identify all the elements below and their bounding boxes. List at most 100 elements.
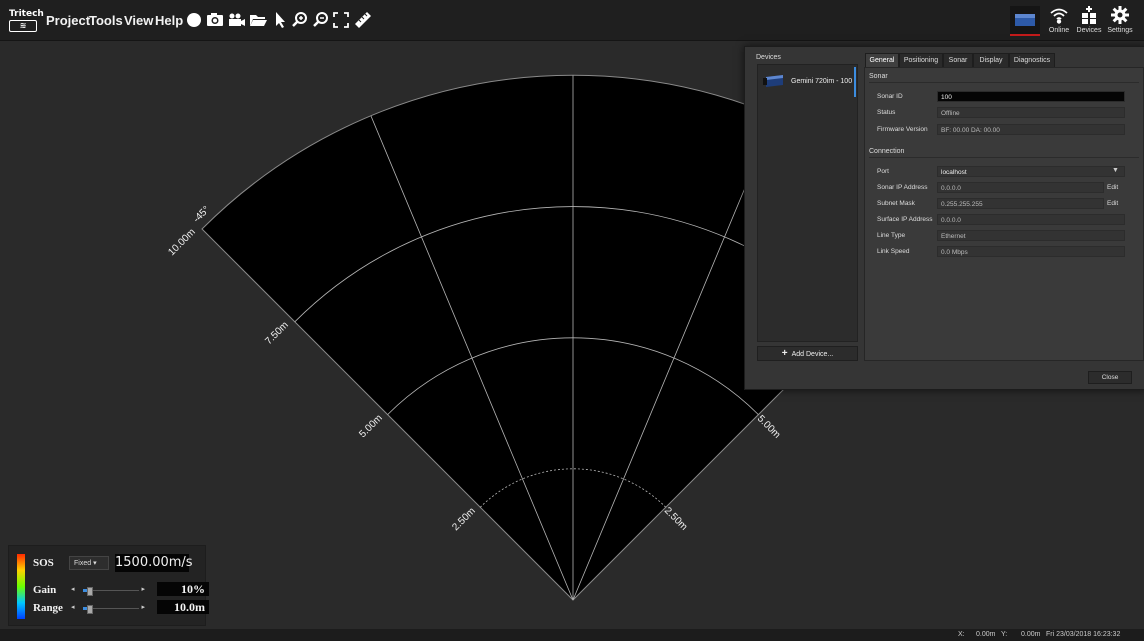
devices-label: Devices <box>1076 27 1102 34</box>
sonar-section-title: Sonar <box>869 73 888 80</box>
gain-slider-knob[interactable] <box>86 587 93 596</box>
add-device-label: Add Device... <box>791 351 834 358</box>
range-label-7.5m: 7.50m <box>263 320 290 347</box>
sonar-ip-value: 0.0.0.0 <box>937 182 1104 193</box>
port-label: Port <box>877 168 889 175</box>
firmware-label: Firmware Version <box>877 126 928 133</box>
chevron-down-icon[interactable]: ▼ <box>1112 167 1119 174</box>
open-folder-icon[interactable] <box>248 10 268 30</box>
zoom-out-icon[interactable] <box>311 10 331 30</box>
wifi-icon <box>1050 8 1068 24</box>
logo-text: Tritech <box>9 9 44 19</box>
menubar: Tritech ≋ Project Tools View Help Online <box>0 0 1144 41</box>
add-device-button[interactable]: + Add Device... <box>757 346 858 361</box>
devices-title: Devices <box>756 54 781 61</box>
line-type-label: Line Type <box>877 232 906 239</box>
settings-button[interactable]: Settings <box>1098 5 1142 38</box>
surface-ip-row: Surface IP Address 0.0.0.0 <box>873 214 1137 226</box>
menu-tools[interactable]: Tools <box>89 13 123 28</box>
tab-positioning[interactable]: Positioning <box>899 53 943 68</box>
sonar-ip-label: Sonar IP Address <box>877 184 928 191</box>
range-label-2.5m-left: 2.50m <box>450 506 477 533</box>
gain-value: 10% <box>157 582 209 596</box>
sos-mode-select[interactable]: Fixed ▾ <box>69 556 109 570</box>
gain-slider[interactable]: ◂ ▸ <box>67 585 149 596</box>
online-label: Online <box>1048 27 1070 34</box>
surface-ip-value: 0.0.0.0 <box>937 214 1125 225</box>
gain-slider-fill <box>83 589 89 592</box>
x-value: 0.00m <box>976 631 996 638</box>
firmware-value: BF: 00.00 DA: 00.00 <box>937 124 1125 135</box>
divider <box>869 157 1139 158</box>
range-slider[interactable]: ◂ ▸ <box>67 603 149 614</box>
sonar-ip-row: Sonar IP Address 0.0.0.0 Edit <box>873 182 1137 194</box>
gain-increase-icon[interactable]: ▸ <box>141 586 145 593</box>
menu-help[interactable]: Help <box>155 13 184 28</box>
range-decrease-icon[interactable]: ◂ <box>71 604 75 611</box>
status-value: Offline <box>937 107 1125 118</box>
link-speed-value: 0.0 Mbps <box>937 246 1125 257</box>
line-type-row: Line Type Ethernet <box>873 230 1137 242</box>
status-bar: X: 0.00m Y: 0.00m Fri 23/03/2018 16:23:3… <box>0 629 1144 641</box>
tab-sonar[interactable]: Sonar <box>943 53 973 68</box>
gain-slider-track <box>83 587 139 596</box>
range-label: Range <box>33 602 63 614</box>
line-type-value: Ethernet <box>937 230 1125 241</box>
general-tab-panel: Sonar Sonar ID 100 Status Offline Firmwa… <box>864 67 1144 361</box>
bearing-line-right <box>572 115 776 601</box>
subnet-mask-label: Subnet Mask <box>877 200 915 207</box>
tritech-logo: Tritech ≋ <box>9 9 44 33</box>
tab-general[interactable]: General <box>865 53 899 68</box>
edit-subnet-mask-button[interactable]: Edit <box>1107 200 1119 207</box>
range-slider-track <box>83 605 139 614</box>
tab-display[interactable]: Display <box>973 53 1009 68</box>
sonar-id-label: Sonar ID <box>877 93 903 100</box>
gain-decrease-icon[interactable]: ◂ <box>71 586 75 593</box>
port-select[interactable]: localhost <box>937 166 1125 177</box>
sonar-id-row: Sonar ID 100 <box>873 91 1137 103</box>
record-icon[interactable] <box>184 10 204 30</box>
range-label-10m: 10.00m <box>166 227 197 258</box>
video-camera-icon[interactable] <box>226 10 246 30</box>
y-label: Y: <box>1001 631 1008 638</box>
surface-ip-label: Surface IP Address <box>877 216 933 223</box>
range-increase-icon[interactable]: ▸ <box>141 604 145 611</box>
range-label-2.5m-right: 2.50m <box>662 505 689 532</box>
color-scale-bar <box>17 554 25 619</box>
device-settings-dialog: Devices Gemini 720im - 100 + Add Device..… <box>744 46 1144 390</box>
sonar-device-thumbnail[interactable] <box>1010 6 1040 36</box>
sos-value-field[interactable]: 1500.00m/s <box>115 554 193 572</box>
close-button[interactable]: Close <box>1088 371 1132 384</box>
chevron-down-icon: ▾ <box>93 560 97 567</box>
menu-project[interactable]: Project <box>46 13 91 28</box>
port-row: Port localhost ▼ <box>873 166 1137 178</box>
status-row: Status Offline <box>873 107 1137 119</box>
edit-sonar-ip-button[interactable]: Edit <box>1107 184 1119 191</box>
status-label: Status <box>877 109 896 116</box>
camera-icon[interactable] <box>205 10 225 30</box>
sos-label: SOS <box>33 557 54 569</box>
range-slider-fill <box>83 607 89 610</box>
fit-view-icon[interactable] <box>331 10 351 30</box>
tab-diagnostics[interactable]: Diagnostics <box>1009 53 1055 68</box>
online-button[interactable]: Online <box>1037 5 1081 38</box>
menu-view[interactable]: View <box>124 13 154 28</box>
datetime: Fri 23/03/2018 16:23:32 <box>1046 631 1121 638</box>
zoom-in-icon[interactable] <box>290 10 310 30</box>
subnet-mask-row: Subnet Mask 0.255.255.255 Edit <box>873 198 1137 210</box>
gain-label: Gain <box>33 584 57 596</box>
firmware-row: Firmware Version BF: 00.00 DA: 00.00 <box>873 124 1137 136</box>
settings-label: Settings <box>1107 27 1133 34</box>
x-label: X: <box>958 631 965 638</box>
link-speed-label: Link Speed <box>877 248 910 255</box>
connection-section-title: Connection <box>869 148 905 155</box>
pointer-icon[interactable] <box>270 10 290 30</box>
subnet-mask-value: 0.255.255.255 <box>937 198 1104 209</box>
range-slider-knob[interactable] <box>86 605 93 614</box>
sonar-id-input[interactable]: 100 <box>937 91 1125 102</box>
devices-button[interactable]: Devices <box>1067 5 1111 38</box>
device-item[interactable]: Gemini 720im - 100 <box>760 67 856 97</box>
range-label-5m-right: 5.00m <box>755 413 782 440</box>
measure-ruler-icon[interactable] <box>353 10 373 30</box>
link-speed-row: Link Speed 0.0 Mbps <box>873 246 1137 258</box>
